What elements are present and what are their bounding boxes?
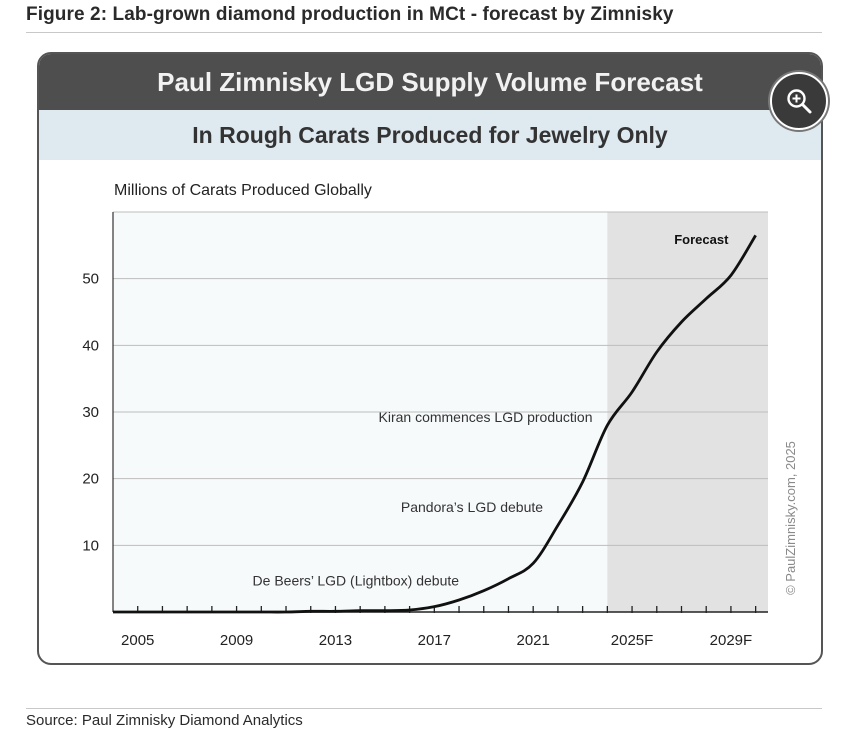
x-tick-label: 2009 — [220, 632, 253, 649]
x-tick-label: 2029F — [710, 632, 753, 649]
figure-title: Figure 2: Lab-grown diamond production i… — [26, 4, 674, 25]
series-line-lgd-supply — [113, 234, 757, 614]
source-divider — [26, 708, 822, 709]
copyright-watermark: © PaulZimnisky.com, 2025 — [783, 441, 798, 595]
zoom-button[interactable] — [770, 72, 828, 130]
x-tick-label: 2013 — [319, 632, 352, 649]
annotation-label: Pandora’s LGD debute — [401, 499, 543, 515]
y-tick-label: 30 — [82, 404, 99, 421]
y-tick-label: 40 — [82, 337, 99, 354]
x-tick-label: 2025F — [611, 632, 654, 649]
chart-header: Paul Zimnisky LGD Supply Volume Forecast — [39, 54, 821, 110]
title-divider — [26, 32, 822, 33]
y-axis-title: Millions of Carats Produced Globally — [114, 182, 372, 199]
y-tick-label: 50 — [82, 271, 99, 288]
source-note: Source: Paul Zimnisky Diamond Analytics — [26, 712, 303, 729]
zoom-in-icon — [787, 89, 812, 114]
x-tick-label: 2021 — [517, 632, 550, 649]
forecast-label: Forecast — [674, 232, 729, 247]
annotation-label: De Beers’ LGD (Lightbox) debute — [253, 572, 460, 588]
y-tick-label: 20 — [82, 471, 99, 488]
x-tick-label: 2005 — [121, 632, 154, 649]
annotation-label: Kiran commences LGD production — [379, 409, 593, 425]
x-tick-label: 2017 — [418, 632, 451, 649]
y-tick-label: 10 — [82, 537, 99, 554]
chart-subheader: In Rough Carats Produced for Jewelry Onl… — [39, 110, 821, 160]
